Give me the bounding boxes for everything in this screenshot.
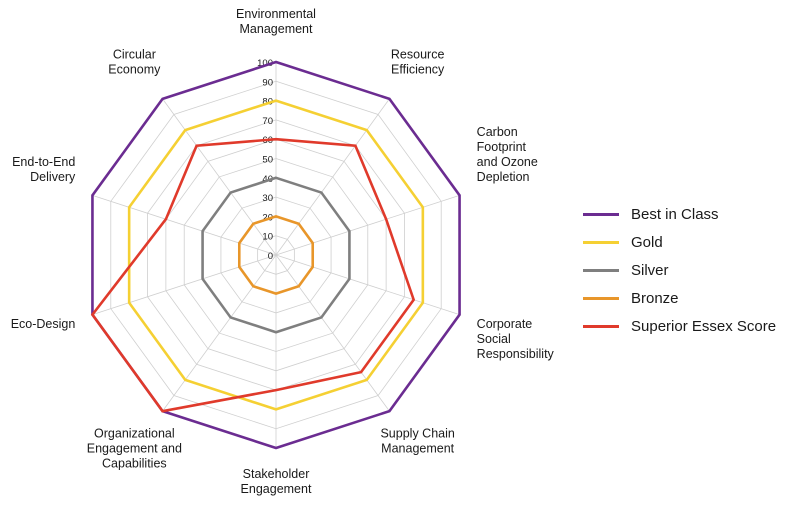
- series-layer: [90, 60, 461, 450]
- grid-spoke: [92, 254, 277, 316]
- tick-label: 10: [262, 232, 273, 243]
- axis-label: Stakeholder Engagement: [241, 467, 312, 496]
- axis-label-line: Footprint: [477, 140, 527, 154]
- axis-label: Circular Economy: [108, 47, 161, 76]
- axis-label: End-to-End Delivery: [12, 155, 76, 184]
- axis-label-line: Economy: [108, 62, 161, 76]
- series-line-best-in-class: [91, 60, 461, 450]
- axis-label-line: End-to-End: [12, 155, 75, 169]
- legend-swatch: [583, 212, 619, 216]
- axis-label-line: Corporate: [477, 317, 533, 331]
- legend-label: Best in Class: [631, 205, 719, 223]
- axis-label: Corporate Social Responsibility: [477, 317, 555, 361]
- series-line-gold: [127, 99, 425, 411]
- axis-label-line: Efficiency: [391, 62, 445, 76]
- axis-label: Carbon Footprint and Ozone Depletion: [477, 125, 538, 184]
- axis-label: Supply Chain Management: [380, 427, 454, 456]
- legend-label: Silver: [631, 261, 669, 279]
- grid-spoke: [275, 254, 390, 412]
- axis-label: Organizational Engagement and Capabilities: [87, 427, 182, 471]
- legend-label: Bronze: [631, 289, 679, 307]
- axis-label-line: Environmental: [236, 7, 316, 21]
- legend-swatch: [583, 296, 619, 300]
- axis-label-line: Circular: [113, 47, 156, 61]
- axis-label-line: Engagement: [241, 482, 312, 496]
- axis-label-line: Engagement and: [87, 442, 182, 456]
- legend-swatch: [583, 240, 619, 244]
- axis-label: Environmental Management: [236, 7, 316, 36]
- axis-label-line: Organizational: [94, 427, 175, 441]
- series-line-superior-essex-score: [90, 137, 416, 413]
- legend-label: Superior Essex Score: [631, 317, 777, 335]
- legend-swatch: [583, 268, 619, 272]
- axis-label-line: Delivery: [30, 170, 76, 184]
- axis-label-line: Management: [381, 442, 454, 456]
- tick-label: 100: [257, 58, 273, 69]
- series-line-silver: [201, 176, 351, 334]
- grid-spoke: [275, 194, 460, 256]
- axis-label-line: Eco-Design: [11, 317, 76, 331]
- axis-label-line: and Ozone: [477, 155, 538, 169]
- legend-item: Superior Essex Score: [583, 312, 776, 340]
- axis-label-line: Social: [477, 332, 511, 346]
- axis-label-line: Resource: [391, 47, 445, 61]
- grid-spoke: [275, 98, 390, 256]
- legend-item: Silver: [583, 256, 776, 284]
- axis-label: Eco-Design: [11, 317, 76, 331]
- legend-item: Bronze: [583, 284, 776, 312]
- legend-item: Best in Class: [583, 200, 776, 228]
- axis-label-line: Responsibility: [477, 347, 555, 361]
- series-line-bronze: [237, 215, 315, 295]
- grid-spoke: [275, 254, 460, 316]
- axis-label: Resource Efficiency: [391, 47, 445, 76]
- grid-spoke: [162, 254, 277, 412]
- grid-spoke: [162, 98, 277, 256]
- legend-item: Gold: [583, 228, 776, 256]
- axis-label-line: Capabilities: [102, 457, 167, 471]
- axis-label-line: Management: [240, 22, 313, 36]
- tick-label: 50: [262, 155, 273, 166]
- tick-label: 90: [262, 77, 273, 88]
- tick-label: 70: [262, 116, 273, 127]
- tick-label: 30: [262, 193, 273, 204]
- axis-label-line: Depletion: [477, 170, 530, 184]
- legend: Best in Class Gold Silver Bronze Superior Es…: [583, 200, 776, 340]
- legend-label: Gold: [631, 233, 663, 251]
- axis-label-line: Supply Chain: [380, 427, 454, 441]
- legend-swatch: [583, 324, 619, 328]
- axis-label-line: Stakeholder: [243, 467, 310, 481]
- grid-spoke: [92, 194, 277, 256]
- axis-label-line: Carbon: [477, 125, 518, 139]
- tick-label: 0: [268, 251, 273, 262]
